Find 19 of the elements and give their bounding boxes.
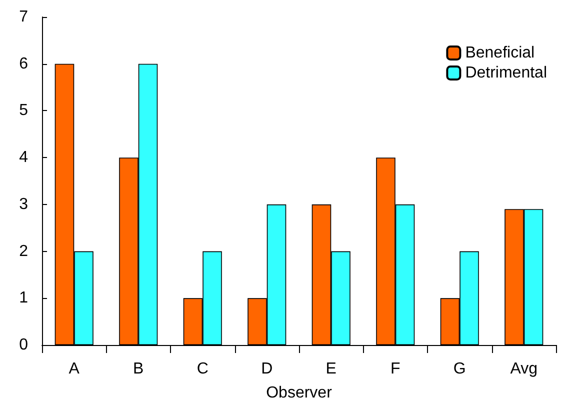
x-tick-label: F	[390, 360, 400, 378]
x-axis-title: Observer	[266, 384, 333, 402]
y-tick-label: 6	[19, 55, 28, 72]
y-tick-label: 1	[19, 290, 28, 307]
y-tick-label: 4	[19, 149, 28, 166]
x-tick-label: B	[133, 360, 144, 378]
legend-label: Detrimental	[465, 64, 548, 82]
y-tick-label: 0	[19, 336, 28, 354]
y-tick-label: 2	[19, 242, 28, 260]
y-tick-label: 3	[19, 196, 28, 213]
x-tick-label: E	[326, 360, 336, 378]
x-tick-label: A	[68, 360, 80, 378]
x-tick-label: D	[261, 360, 273, 378]
y-tick-label: 5	[19, 102, 28, 120]
x-tick-label: Avg	[510, 360, 538, 378]
legend-label: Beneficial	[465, 44, 535, 62]
x-tick-label: G	[453, 360, 466, 378]
y-tick-label: 7	[19, 8, 28, 26]
x-tick-label: C	[196, 360, 208, 378]
